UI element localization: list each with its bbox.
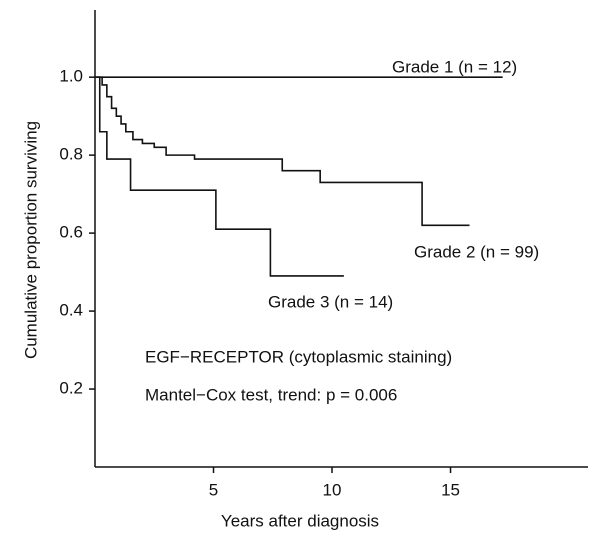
annotation: EGF−RECEPTOR (cytoplasmic staining) (145, 347, 452, 366)
y-tick-label: 0.2 (59, 379, 83, 398)
x-tick-label: 10 (323, 480, 342, 499)
series-label: Grade 1 (n = 12) (392, 57, 517, 76)
y-tick-label: 1.0 (59, 67, 83, 86)
survival-curve (95, 76, 344, 277)
x-axis-label: Years after diagnosis (221, 511, 379, 530)
y-tick-label: 0.8 (59, 145, 83, 164)
y-axis-label: Cumulative proportion surviving (21, 121, 40, 359)
x-tick-label: 5 (209, 480, 218, 499)
series-label: Grade 2 (n = 99) (414, 242, 539, 261)
x-tick-label: 15 (441, 480, 460, 499)
y-tick-label: 0.4 (59, 301, 83, 320)
survival-curve (95, 76, 470, 227)
y-tick-label: 0.6 (59, 223, 83, 242)
annotation: Mantel−Cox test, trend: p = 0.006 (145, 385, 397, 404)
series-label: Grade 3 (n = 14) (268, 292, 393, 311)
